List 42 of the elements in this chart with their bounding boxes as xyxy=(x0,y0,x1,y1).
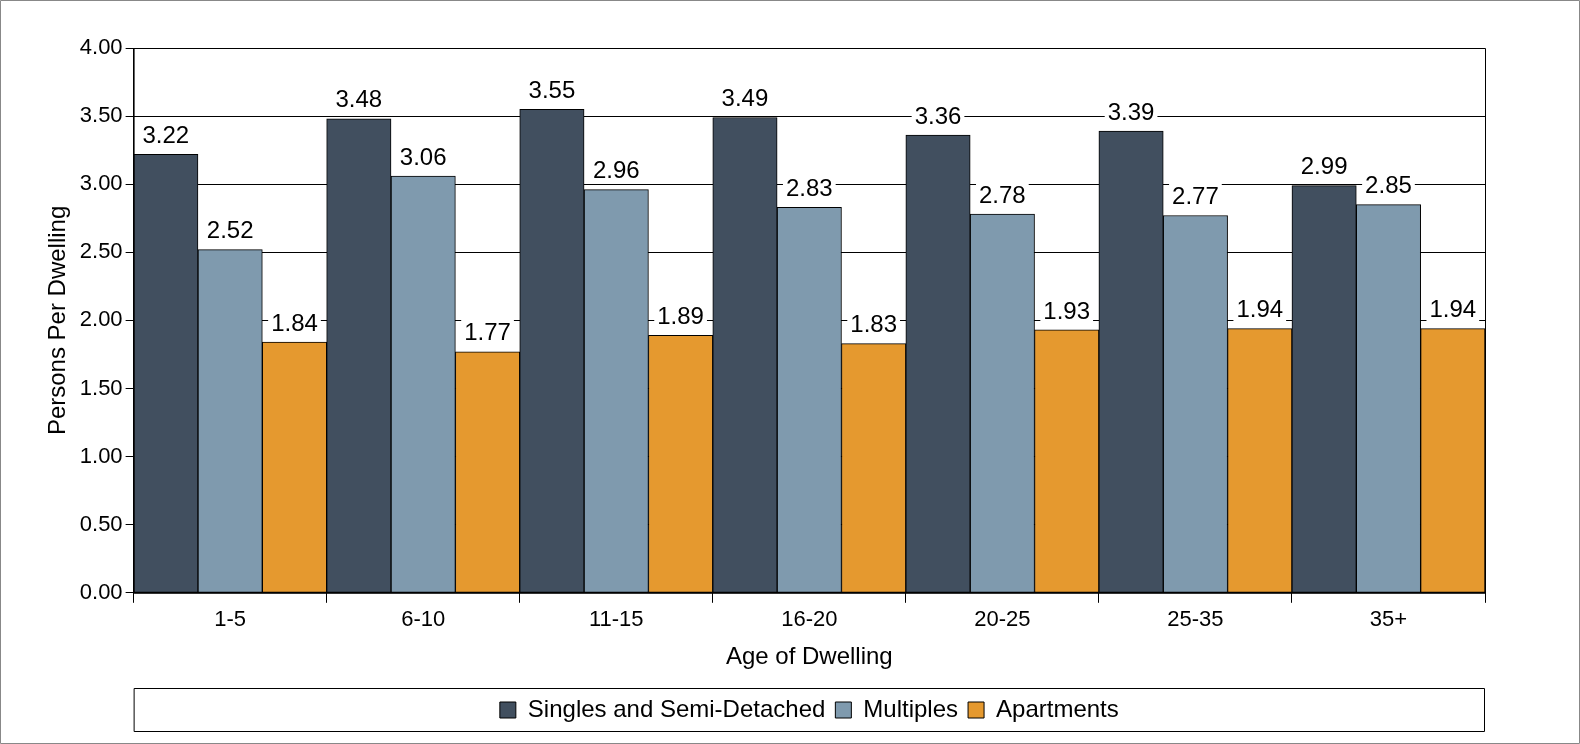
data-label: 1.84 xyxy=(271,308,318,336)
y-tick-label: 4.00 xyxy=(79,34,123,60)
data-label: 2.99 xyxy=(1300,152,1348,180)
data-label: 3.49 xyxy=(721,84,769,112)
data-label: 1.77 xyxy=(464,318,511,346)
x-tick-label: 1-5 xyxy=(214,606,247,632)
data-label: 2.77 xyxy=(1172,182,1219,210)
data-label: 3.48 xyxy=(335,85,383,113)
data-label: 1.83 xyxy=(850,310,898,338)
data-label: 2.85 xyxy=(1365,171,1412,199)
data-label: 2.78 xyxy=(979,180,1026,208)
data-label: 1.94 xyxy=(1236,295,1284,323)
data-label: 3.22 xyxy=(142,120,190,148)
legend-label: Singles and Semi-Detached xyxy=(527,694,826,722)
x-tick-label: 6-10 xyxy=(401,606,446,632)
data-label: 3.55 xyxy=(528,75,576,103)
data-label: 2.96 xyxy=(592,156,640,184)
x-tick-label: 20-25 xyxy=(974,606,1031,632)
y-tick-label: 1.00 xyxy=(79,442,123,468)
x-tick-label: 11-15 xyxy=(588,606,644,632)
y-axis-title: Persons Per Dwelling xyxy=(43,205,71,436)
x-tick-label: 35+ xyxy=(1369,606,1408,632)
data-label: 3.06 xyxy=(399,142,447,170)
y-tick-label: 0.50 xyxy=(79,510,123,536)
data-label: 2.52 xyxy=(206,216,254,244)
y-tick-label: 3.00 xyxy=(79,170,123,196)
data-label: 1.93 xyxy=(1043,296,1091,324)
y-tick-label: 3.50 xyxy=(79,102,123,128)
data-label: 3.39 xyxy=(1107,97,1155,125)
data-label: 3.36 xyxy=(914,101,962,129)
data-label: 2.83 xyxy=(785,173,833,201)
data-label: 1.94 xyxy=(1429,295,1477,323)
y-tick-label: 2.50 xyxy=(79,238,123,264)
legend-label: Multiples xyxy=(863,694,959,722)
x-tick-label: 25-35 xyxy=(1167,606,1224,632)
data-label: 1.89 xyxy=(657,302,704,330)
x-axis-title: Age of Dwelling xyxy=(725,642,893,670)
y-tick-label: 2.00 xyxy=(79,306,123,332)
x-tick-label: 16-20 xyxy=(781,606,838,632)
legend-label: Apartments xyxy=(996,694,1119,722)
y-tick-label: 1.50 xyxy=(79,374,123,400)
y-tick-label: 0.00 xyxy=(79,578,123,604)
